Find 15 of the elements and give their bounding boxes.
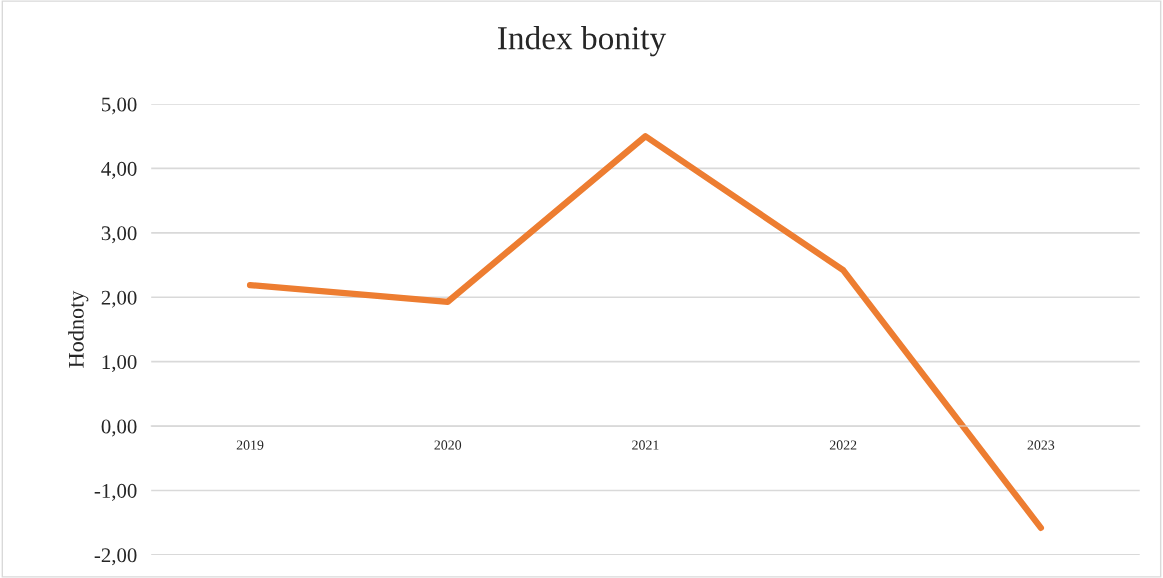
x-tick-label: 2019	[236, 440, 264, 450]
y-axis-title: Hodnoty	[68, 290, 89, 368]
y-tick-label: 2,00	[101, 290, 137, 308]
x-tick-label: 2022	[829, 440, 857, 450]
y-tick-label: 4,00	[101, 161, 137, 179]
y-tick-label: 0,00	[101, 419, 137, 437]
y-tick-label: 1,00	[102, 355, 137, 373]
y-tick-label: -1,00	[94, 483, 137, 501]
x-tick-label: 2021	[632, 440, 659, 450]
y-tick-label: -2,00	[94, 548, 137, 566]
x-tick-label: 2023	[1027, 440, 1055, 450]
y-tick-label: 3,00	[101, 226, 137, 244]
y-tick-label: 5,00	[102, 97, 137, 115]
x-tick-label: 2020	[434, 440, 462, 450]
chart-title: Index bonity	[497, 26, 667, 57]
